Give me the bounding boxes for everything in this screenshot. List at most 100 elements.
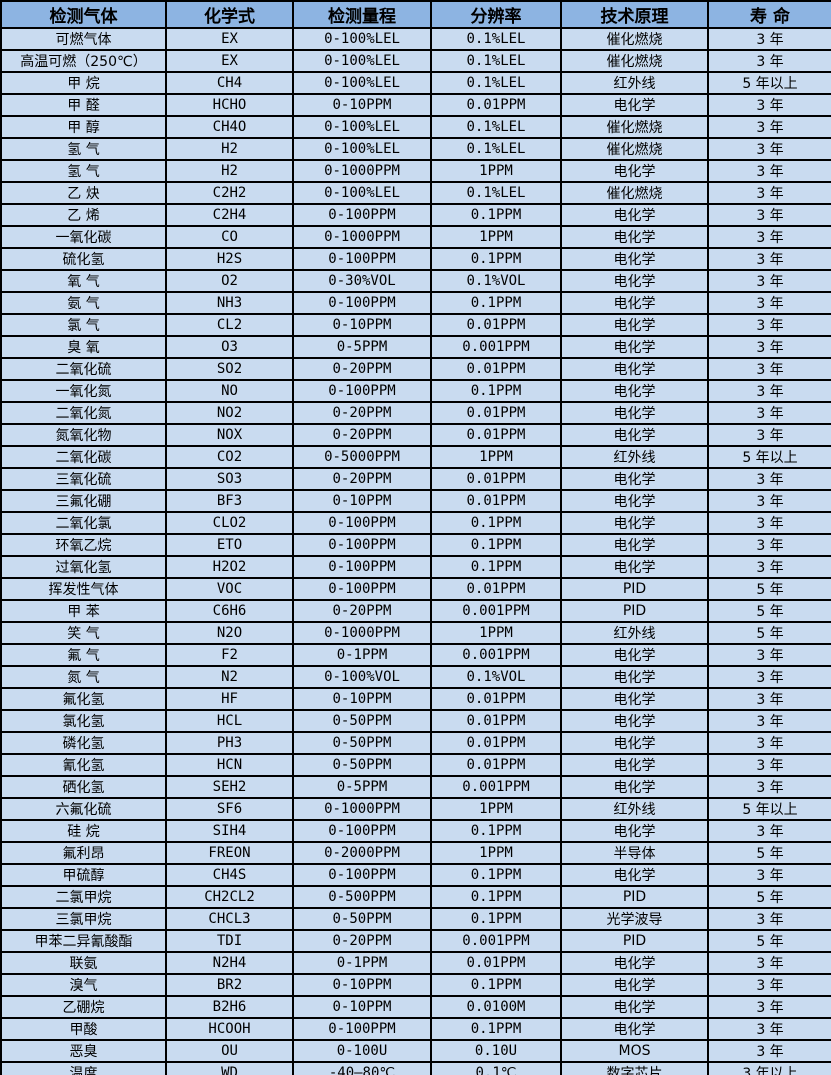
cell-formula: NOX <box>165 423 294 447</box>
cell-resolution: 0.1%LEL <box>430 115 562 139</box>
cell-gas-name: 高温可燃（250℃） <box>0 49 167 73</box>
cell-formula: O3 <box>165 335 294 359</box>
cell-resolution: 0.001PPM <box>430 335 562 359</box>
cell-gas-name: 可燃气体 <box>0 27 167 51</box>
cell-principle: 电化学 <box>560 401 709 425</box>
cell-principle: PID <box>560 599 709 623</box>
cell-gas-name: 氟利昂 <box>0 841 167 865</box>
cell-range: 0-1000PPM <box>292 225 432 249</box>
cell-principle: 电化学 <box>560 731 709 755</box>
cell-gas-name: 磷化氢 <box>0 731 167 755</box>
cell-lifespan: 3 年 <box>707 995 831 1019</box>
cell-range: 0-100PPM <box>292 577 432 601</box>
table-row: 氮氧化物 NOX 0-20PPM 0.01PPM 电化学 3 年 <box>0 423 831 447</box>
cell-range: 0-20PPM <box>292 467 432 491</box>
cell-lifespan: 3 年 <box>707 643 831 667</box>
cell-principle: PID <box>560 929 709 953</box>
table-row: 氯 气 CL2 0-10PPM 0.01PPM 电化学 3 年 <box>0 313 831 337</box>
cell-resolution: 0.1PPM <box>430 1017 562 1041</box>
cell-range: 0-100%VOL <box>292 665 432 689</box>
table-row: 氧 气 O2 0-30%VOL 0.1%VOL 电化学 3 年 <box>0 269 831 293</box>
cell-formula: SIH4 <box>165 819 294 843</box>
table-row: 二氯甲烷 CH2CL2 0-500PPM 0.1PPM PID 5 年 <box>0 885 831 909</box>
cell-range: 0-100U <box>292 1039 432 1063</box>
cell-principle: 电化学 <box>560 665 709 689</box>
table-row: 高温可燃（250℃） EX 0-100%LEL 0.1%LEL 催化燃烧 3 年 <box>0 49 831 73</box>
cell-gas-name: 乙硼烷 <box>0 995 167 1019</box>
cell-gas-name: 三氟化硼 <box>0 489 167 513</box>
cell-resolution: 0.01PPM <box>430 357 562 381</box>
cell-range: 0-1000PPM <box>292 621 432 645</box>
cell-formula: TDI <box>165 929 294 953</box>
cell-principle: 电化学 <box>560 533 709 557</box>
cell-resolution: 0.1%LEL <box>430 27 562 51</box>
cell-principle: 电化学 <box>560 159 709 183</box>
cell-resolution: 0.01PPM <box>430 709 562 733</box>
cell-resolution: 0.10U <box>430 1039 562 1063</box>
cell-principle: 电化学 <box>560 489 709 513</box>
table-row: 三氯甲烷 CHCL3 0-50PPM 0.1PPM 光学波导 3 年 <box>0 907 831 931</box>
cell-formula: SO2 <box>165 357 294 381</box>
cell-principle: 电化学 <box>560 203 709 227</box>
cell-principle: 催化燃烧 <box>560 27 709 51</box>
table-row: 环氧乙烷 ETO 0-100PPM 0.1PPM 电化学 3 年 <box>0 533 831 557</box>
cell-lifespan: 3 年 <box>707 863 831 887</box>
cell-principle: 电化学 <box>560 335 709 359</box>
cell-formula: N2H4 <box>165 951 294 975</box>
cell-resolution: 0.1%VOL <box>430 665 562 689</box>
cell-principle: 催化燃烧 <box>560 137 709 161</box>
cell-formula: HF <box>165 687 294 711</box>
cell-resolution: 0.1%LEL <box>430 71 562 95</box>
cell-lifespan: 3 年 <box>707 687 831 711</box>
cell-formula: SF6 <box>165 797 294 821</box>
cell-lifespan: 3 年 <box>707 357 831 381</box>
cell-lifespan: 3 年 <box>707 269 831 293</box>
cell-range: 0-5PPM <box>292 335 432 359</box>
cell-gas-name: 乙 烯 <box>0 203 167 227</box>
cell-principle: 数字芯片 <box>560 1061 709 1075</box>
cell-gas-name: 甲 苯 <box>0 599 167 623</box>
cell-formula: H2O2 <box>165 555 294 579</box>
cell-formula: SEH2 <box>165 775 294 799</box>
cell-gas-name: 二氧化碳 <box>0 445 167 469</box>
cell-range: 0-100PPM <box>292 247 432 271</box>
cell-resolution: 0.01PPM <box>430 577 562 601</box>
table-row: 甲酸 HCOOH 0-100PPM 0.1PPM 电化学 3 年 <box>0 1017 831 1041</box>
cell-lifespan: 3 年 <box>707 203 831 227</box>
cell-lifespan: 3 年 <box>707 159 831 183</box>
cell-range: 0-100PPM <box>292 819 432 843</box>
cell-resolution: 0.1PPM <box>430 819 562 843</box>
cell-gas-name: 一氧化碳 <box>0 225 167 249</box>
cell-range: 0-100PPM <box>292 1017 432 1041</box>
cell-formula: F2 <box>165 643 294 667</box>
table-row: 氟化氢 HF 0-10PPM 0.01PPM 电化学 3 年 <box>0 687 831 711</box>
cell-resolution: 0.001PPM <box>430 599 562 623</box>
cell-gas-name: 恶臭 <box>0 1039 167 1063</box>
cell-lifespan: 3 年 <box>707 951 831 975</box>
cell-gas-name: 氯化氢 <box>0 709 167 733</box>
cell-range: 0-100PPM <box>292 291 432 315</box>
cell-lifespan: 5 年 <box>707 577 831 601</box>
cell-principle: 电化学 <box>560 1017 709 1041</box>
cell-formula: HCL <box>165 709 294 733</box>
table-row: 温度 WD -40—80℃ 0.1℃ 数字芯片 3 年以上 <box>0 1061 831 1075</box>
cell-resolution: 0.01PPM <box>430 423 562 447</box>
cell-principle: 电化学 <box>560 467 709 491</box>
cell-formula: BF3 <box>165 489 294 513</box>
cell-formula: VOC <box>165 577 294 601</box>
cell-range: 0-20PPM <box>292 929 432 953</box>
cell-lifespan: 3 年以上 <box>707 1061 831 1075</box>
cell-lifespan: 3 年 <box>707 533 831 557</box>
cell-formula: EX <box>165 27 294 51</box>
cell-resolution: 0.1PPM <box>430 247 562 271</box>
cell-formula: NH3 <box>165 291 294 315</box>
cell-range: 0-50PPM <box>292 907 432 931</box>
cell-gas-name: 一氧化氮 <box>0 379 167 403</box>
cell-resolution: 0.01PPM <box>430 951 562 975</box>
cell-gas-name: 温度 <box>0 1061 167 1075</box>
cell-lifespan: 3 年 <box>707 819 831 843</box>
cell-lifespan: 3 年 <box>707 489 831 513</box>
cell-formula: WD <box>165 1061 294 1075</box>
cell-lifespan: 5 年以上 <box>707 797 831 821</box>
cell-formula: H2 <box>165 159 294 183</box>
